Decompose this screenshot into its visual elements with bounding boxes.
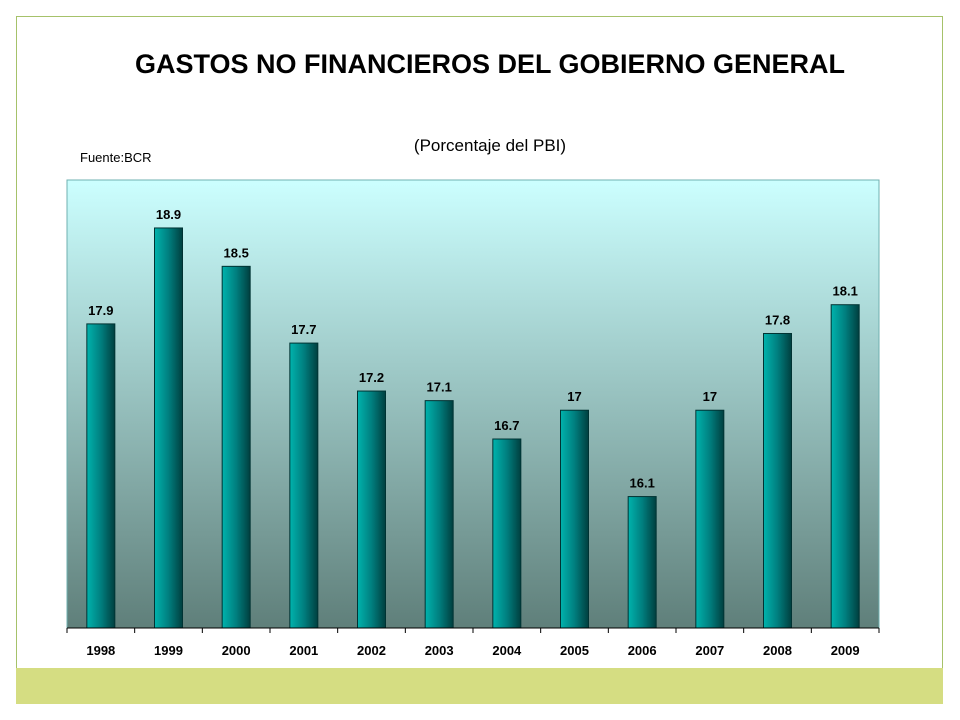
bar-2005 [560, 409, 589, 629]
data-label-2005: 17 [567, 389, 581, 404]
bar-2004 [492, 438, 522, 629]
x-tick-label-2006: 2006 [628, 643, 657, 658]
bar-2000 [221, 265, 251, 629]
data-label-1998: 17.9 [88, 303, 113, 318]
bar-2006 [627, 496, 657, 629]
x-tick-label-2003: 2003 [425, 643, 454, 658]
bar-2008 [763, 332, 792, 629]
bar-2003 [424, 400, 454, 629]
x-tick-label-2007: 2007 [695, 643, 724, 658]
data-label-2008: 17.8 [765, 312, 790, 327]
bar-2002 [357, 390, 386, 629]
x-tick-label-2000: 2000 [222, 643, 251, 658]
bar-2007 [695, 409, 725, 629]
chart-title: GASTOS NO FINANCIEROS DEL GOBIERNO GENER… [134, 49, 846, 79]
footer-band [16, 668, 943, 704]
data-label-2003: 17.1 [427, 380, 452, 395]
x-tick-label-1999: 1999 [154, 643, 183, 658]
x-tick-label-2004: 2004 [492, 643, 522, 658]
x-tick-label-1998: 1998 [86, 643, 115, 658]
bar-2001 [289, 342, 319, 629]
bar-1998 [86, 323, 116, 629]
data-label-2004: 16.7 [494, 418, 519, 433]
data-label-2007: 17 [703, 389, 717, 404]
data-label-2002: 17.2 [359, 370, 384, 385]
data-label-2006: 16.1 [630, 476, 655, 491]
x-tick-label-2005: 2005 [560, 643, 589, 658]
x-tick-label-2008: 2008 [763, 643, 792, 658]
data-label-2009: 18.1 [833, 284, 858, 299]
x-tick-label-2002: 2002 [357, 643, 386, 658]
data-label-2001: 17.7 [291, 322, 316, 337]
x-tick-label-2001: 2001 [289, 643, 318, 658]
source-note: Fuente:BCR [80, 150, 152, 165]
bar-2009 [830, 304, 860, 629]
plot-area [66, 179, 880, 629]
data-label-1999: 18.9 [156, 207, 181, 222]
x-tick-label-2009: 2009 [831, 643, 860, 658]
data-label-2000: 18.5 [224, 245, 249, 260]
bar-1999 [154, 227, 183, 629]
chart-subtitle: (Porcentaje del PBI) [413, 136, 567, 155]
